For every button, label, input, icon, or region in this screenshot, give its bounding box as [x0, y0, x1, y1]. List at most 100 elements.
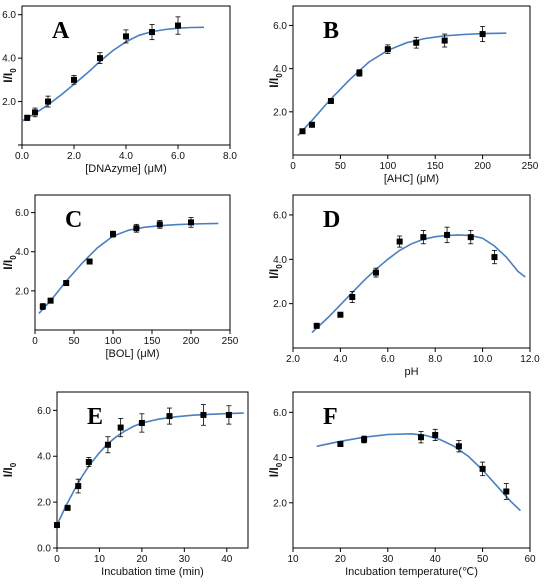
- fit-curve: [56, 412, 244, 526]
- y-axis-label: I/I0: [1, 68, 18, 83]
- x-tick-label: 0: [54, 554, 60, 565]
- x-tick-label: 12.0: [520, 354, 540, 365]
- data-point: [133, 225, 140, 232]
- data-point: [413, 39, 420, 46]
- fit-curve: [311, 234, 526, 334]
- y-axis-label: I/I0: [1, 255, 18, 270]
- panel-label: F: [323, 404, 338, 430]
- y-tick-label: 2.0: [2, 97, 16, 108]
- data-point: [337, 311, 344, 318]
- data-point: [467, 234, 474, 241]
- panel-a: 0.0 2.0 4.0 6.0 8.0 2.0 4.0 6.0 [DNAzyme] (μM) I/…: [1, 5, 237, 175]
- y-tick-label: 0.0: [37, 544, 51, 555]
- plot-frame: [56, 391, 249, 549]
- data-point: [503, 488, 510, 495]
- y-tick-label: 2.0: [273, 107, 287, 118]
- x-tick-label: 8.0: [428, 354, 442, 365]
- panel-d: 2.0 4.0 6.0 8.0 10.0 12.0 2.0 4.0 6.0 pH I/I0 D: [267, 194, 540, 378]
- fit-curve: [316, 432, 522, 512]
- x-tick-label: 100: [379, 161, 396, 172]
- y-tick-label: 4.0: [273, 453, 287, 464]
- data-point: [24, 114, 31, 121]
- data-point: [299, 128, 306, 135]
- panel-label: B: [323, 18, 339, 44]
- x-axis-label: pH: [404, 366, 418, 378]
- data-point: [64, 504, 71, 511]
- data-point: [97, 55, 103, 62]
- data-point: [123, 33, 129, 40]
- x-tick-label: 0: [32, 336, 38, 347]
- y-tick-label: 6.0: [15, 208, 29, 219]
- panel-f: 10 20 30 40 50 60 2.0 4.0 6.0 Incubation temperat…: [267, 391, 536, 578]
- y-tick-label: 6.0: [273, 21, 287, 32]
- plot-frame: [34, 194, 231, 331]
- x-axis-label: Incubation temperature(℃): [345, 566, 478, 578]
- x-tick-label: 40: [430, 554, 442, 565]
- x-tick-label: 30: [382, 554, 394, 565]
- x-tick-label: 4.0: [333, 354, 347, 365]
- fit-curve: [21, 26, 205, 122]
- plot-frame: [292, 194, 531, 349]
- data-point: [308, 121, 315, 128]
- x-tick-label: 0: [290, 161, 296, 172]
- x-tick-label: 250: [522, 161, 539, 172]
- fit-curve: [38, 222, 219, 314]
- y-axis-label: I/I0: [1, 462, 18, 477]
- x-tick-label: 50: [335, 161, 347, 172]
- data-point: [71, 76, 77, 83]
- data-point: [188, 219, 194, 226]
- x-tick-label: 50: [68, 336, 80, 347]
- x-tick-label: 150: [144, 336, 161, 347]
- x-tick-label: 200: [474, 161, 491, 172]
- y-tick-label: 6.0: [273, 408, 287, 419]
- x-tick-label: 10: [94, 554, 106, 565]
- data-point: [110, 231, 116, 238]
- y-tick-label: 2.0: [37, 498, 51, 509]
- x-tick-label: 2.0: [67, 151, 81, 162]
- panel-e: 0 10 20 30 40 0.0 2.0 4.0 6.0 Incubation time (mi…: [1, 391, 249, 578]
- data-point: [444, 231, 451, 238]
- y-tick-label: 6.0: [2, 10, 16, 21]
- data-point: [54, 522, 60, 529]
- x-tick-label: 30: [179, 554, 191, 565]
- data-point: [75, 483, 82, 490]
- data-point: [104, 441, 111, 448]
- x-tick-label: 150: [427, 161, 444, 172]
- x-tick-label: 20: [335, 554, 347, 565]
- plot-frame: [292, 391, 531, 549]
- x-axis-label: [BOL] (μM): [105, 348, 159, 360]
- data-point: [479, 31, 486, 38]
- panel-b: 0 50 100 150 200 250 2.0 4.0 6.0 [AHC] (μM) I/I0 B: [267, 5, 539, 185]
- y-axis-label: I/I0: [267, 264, 284, 279]
- data-point: [356, 69, 363, 76]
- x-tick-label: 4.0: [119, 151, 133, 162]
- x-axis-label: Incubation time (min): [101, 566, 204, 578]
- x-tick-label: 10: [287, 554, 299, 565]
- x-tick-label: 2.0: [286, 354, 300, 365]
- x-axis-label: [DNAzyme] (μM): [85, 163, 167, 175]
- data-point: [32, 109, 38, 116]
- data-point: [117, 424, 124, 431]
- x-tick-label: 200: [183, 336, 200, 347]
- data-point: [455, 443, 462, 450]
- y-tick-label: 4.0: [15, 247, 29, 258]
- x-tick-label: 20: [136, 554, 148, 565]
- y-tick-label: 4.0: [2, 54, 16, 65]
- panel-label: E: [87, 404, 103, 430]
- data-point: [337, 441, 344, 447]
- x-tick-label: 40: [221, 554, 233, 565]
- data-point: [313, 322, 320, 329]
- y-tick-label: 4.0: [273, 255, 287, 266]
- plot-frame: [292, 5, 531, 156]
- panel-label: D: [323, 207, 340, 233]
- y-tick-label: 2.0: [15, 286, 29, 297]
- data-point: [361, 436, 368, 443]
- data-point: [372, 269, 379, 276]
- y-axis-label: I/I0: [267, 462, 284, 477]
- x-tick-label: 0.0: [15, 151, 29, 162]
- panel-c: 0 50 100 150 200 250 2.0 4.0 6.0 [BOL] (μM) I/I0 C: [1, 194, 239, 360]
- x-axis-label: [AHC] (μM): [384, 173, 439, 185]
- data-point: [420, 234, 427, 241]
- data-point: [85, 458, 92, 465]
- data-point: [349, 294, 356, 300]
